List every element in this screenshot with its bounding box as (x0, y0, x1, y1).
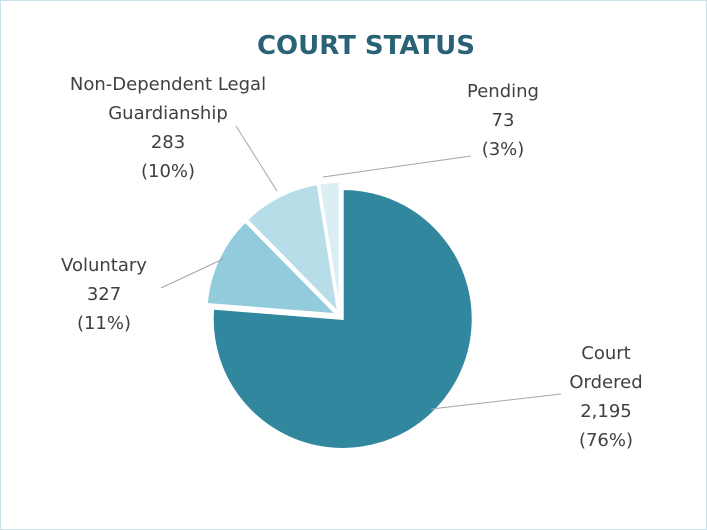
value-label: 283 (150, 132, 186, 153)
pie-slice (245, 182, 340, 316)
chart-title: COURT STATUS (256, 31, 476, 61)
slice-label: Court Ordered 2,195 (76%) (569, 339, 642, 455)
pie-slice (317, 181, 341, 313)
percent-label: (10%) (140, 161, 196, 182)
category-label: Non-Dependent Legal Guardianship (69, 74, 267, 124)
leader-line (235, 125, 278, 192)
pie-slice (205, 220, 339, 316)
slice-label: Pending 73 (3%) (467, 77, 539, 164)
value-label: 2,195 (580, 401, 632, 422)
percent-label: (76%) (578, 430, 634, 451)
leader-line (322, 155, 472, 178)
leader-line (160, 258, 224, 289)
value-label: 327 (86, 284, 122, 305)
pie-slice (211, 187, 474, 450)
percent-label: (11%) (76, 313, 132, 334)
slice-label: Non-Dependent Legal Guardianship 283 (10%) (70, 70, 266, 186)
category-label: Pending (467, 81, 539, 102)
category-label: Court Ordered (569, 343, 643, 393)
value-label: 73 (491, 110, 515, 131)
percent-label: (3%) (481, 139, 525, 160)
leader-line (430, 393, 562, 410)
slice-label: Voluntary 327 (11%) (61, 251, 147, 338)
category-label: Voluntary (61, 255, 147, 276)
